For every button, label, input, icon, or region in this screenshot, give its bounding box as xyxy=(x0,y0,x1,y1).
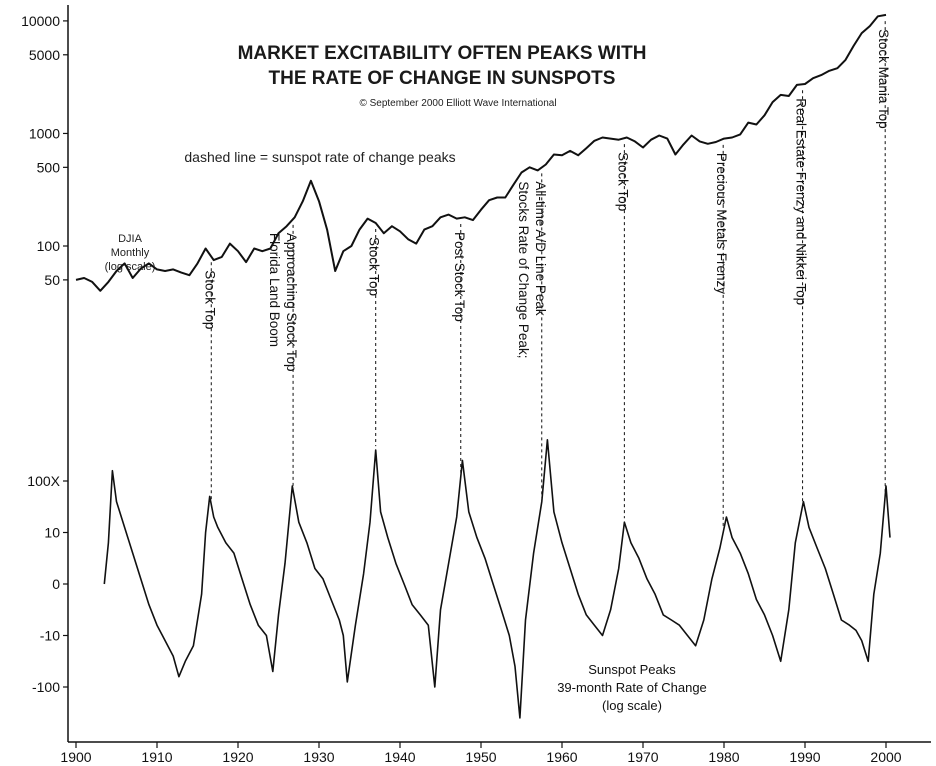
sunspot-label-line3: (log scale) xyxy=(602,698,662,713)
sunspot-tick-label: 10 xyxy=(44,525,60,541)
event-label: All-time A/D Line Peak xyxy=(533,181,548,316)
djia-tick-label: 5000 xyxy=(29,47,60,63)
djia-label-line2: Monthly xyxy=(111,247,150,259)
djia-tick-label: 100 xyxy=(37,238,61,254)
x-tick-label: 2000 xyxy=(870,749,901,765)
x-tick-label: 1960 xyxy=(546,749,577,765)
sunspot-label-line1: Sunspot Peaks xyxy=(588,662,676,677)
x-tick-label: 1970 xyxy=(627,749,658,765)
djia-series-line xyxy=(75,13,887,292)
x-tick-label: 1980 xyxy=(708,749,739,765)
x-tick-label: 1930 xyxy=(303,749,334,765)
x-tick-label: 1990 xyxy=(789,749,820,765)
sunspot-tick-label: 100X xyxy=(27,473,60,489)
sunspot-label-line2: 39-month Rate of Change xyxy=(557,680,707,695)
djia-label-line1: DJIA xyxy=(118,233,143,245)
chart-title-line1: MARKET EXCITABILITY OFTEN PEAKS WITH xyxy=(238,43,647,64)
event-label: Post Stock Top xyxy=(452,232,467,322)
dashed-line-note: dashed line = sunspot rate of change pea… xyxy=(184,149,455,165)
djia-tick-label: 1000 xyxy=(29,125,60,141)
event-label: Stock Top xyxy=(615,152,630,211)
event-label: Stock Top xyxy=(202,270,217,329)
event-label: Stock Top xyxy=(367,237,382,296)
event-label: Real Estate Frenzy and Nikkei Top xyxy=(794,98,809,305)
x-tick-label: 1950 xyxy=(465,749,496,765)
event-label: Florida Land Boom xyxy=(267,233,282,347)
djia-tick-label: 500 xyxy=(37,159,61,175)
sunspot-tick-label: -10 xyxy=(40,628,60,644)
djia-tick-label: 10000 xyxy=(21,13,60,29)
djia-tick-label: 50 xyxy=(44,272,60,288)
x-tick-label: 1940 xyxy=(384,749,415,765)
event-markers: Stock Top Florida Land Boom Approaching St… xyxy=(202,21,891,529)
sunspot-series-line xyxy=(103,438,891,719)
sunspot-tick-label: 0 xyxy=(52,576,60,592)
chart-title-line2: THE RATE OF CHANGE IN SUNSPOTS xyxy=(269,68,616,89)
event-label: Approaching Stock Top xyxy=(284,233,299,372)
sunspot-tick-label: -100 xyxy=(32,679,60,695)
x-tick-label: 1900 xyxy=(60,749,91,765)
copyright-notice: © September 2000 Elliott Wave Internatio… xyxy=(359,98,556,109)
event-label: Precious Metals Frenzy xyxy=(714,153,729,294)
event-label: Stock Mania Top xyxy=(876,29,891,129)
x-tick-label: 1920 xyxy=(222,749,253,765)
x-tick-label: 1910 xyxy=(141,749,172,765)
series-group xyxy=(75,13,891,719)
event-label: Stocks Rate of Change Peak; xyxy=(516,181,531,358)
